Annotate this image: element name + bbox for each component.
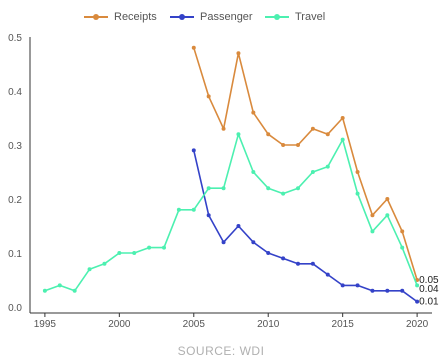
data-point-passenger	[191, 148, 196, 153]
data-point-travel	[132, 251, 137, 255]
data-point-travel	[87, 267, 92, 272]
y-tick-label: 0.2	[8, 195, 22, 206]
data-point-passenger	[310, 261, 315, 266]
data-point-receipts	[236, 51, 241, 56]
data-point-receipts	[400, 229, 405, 234]
y-tick-label: 0.3	[8, 141, 22, 152]
data-point-receipts	[206, 94, 211, 99]
legend-swatch-passenger	[170, 14, 194, 20]
data-point-travel	[42, 288, 47, 293]
data-point-receipts	[310, 126, 315, 131]
end-label-passenger: 0.01	[419, 297, 439, 308]
data-point-passenger	[206, 213, 211, 218]
series-line-travel	[44, 133, 418, 292]
data-point-passenger	[266, 251, 271, 255]
legend: Receipts Passenger Travel	[0, 6, 442, 28]
data-point-travel	[251, 170, 256, 174]
legend-label-travel: Travel	[295, 11, 326, 23]
data-point-receipts	[251, 110, 256, 115]
data-point-passenger	[385, 288, 390, 293]
data-point-receipts	[355, 170, 360, 174]
data-point-travel	[370, 229, 375, 234]
data-point-travel	[221, 186, 226, 191]
data-point-receipts	[191, 45, 196, 50]
data-point-receipts	[221, 126, 226, 131]
y-tick-label: 0.1	[8, 249, 22, 260]
x-tick-label: 2010	[257, 319, 280, 330]
data-point-passenger	[251, 240, 256, 245]
data-point-travel	[415, 283, 420, 288]
data-point-passenger	[296, 261, 300, 266]
legend-swatch-travel	[265, 14, 289, 20]
series-line-passenger	[193, 150, 418, 303]
legend-swatch-receipts	[84, 14, 108, 20]
data-point-travel	[117, 251, 122, 255]
x-tick-label: 2020	[406, 319, 429, 330]
data-point-travel	[266, 186, 271, 191]
data-point-passenger	[221, 240, 226, 245]
data-point-travel	[72, 288, 77, 293]
data-point-travel	[340, 137, 345, 142]
data-point-passenger	[355, 283, 360, 288]
data-point-receipts	[370, 213, 375, 218]
data-point-travel	[102, 261, 107, 266]
legend-label-receipts: Receipts	[114, 11, 157, 23]
x-tick-label: 2000	[108, 319, 131, 330]
legend-item-passenger[interactable]: Passenger	[170, 6, 253, 28]
data-point-passenger	[340, 283, 345, 288]
line-chart: 0.0 0.1 0.2 0.3 0.4 0.5 1995 2000 2005 2010 2015 20…	[8, 33, 439, 330]
data-point-travel	[400, 245, 405, 250]
x-tick-label: 2015	[332, 319, 355, 330]
data-point-travel	[191, 207, 196, 212]
y-tick-label: 0.4	[8, 87, 22, 98]
series-line-receipts	[193, 47, 418, 281]
data-point-travel	[296, 186, 300, 191]
data-point-travel	[281, 191, 286, 196]
legend-label-passenger: Passenger	[200, 11, 253, 23]
data-point-passenger	[281, 256, 286, 261]
x-tick-label: 1995	[34, 319, 57, 330]
y-tick-label: 0.5	[8, 33, 22, 44]
data-point-travel	[385, 213, 390, 218]
data-point-receipts	[385, 197, 390, 201]
data-point-passenger	[415, 299, 420, 304]
data-point-travel	[206, 186, 211, 191]
source-note: SOURCE: WDI	[177, 344, 265, 358]
data-point-travel	[325, 164, 330, 169]
legend-item-travel[interactable]: Travel	[265, 6, 325, 28]
data-point-receipts	[281, 143, 286, 147]
data-point-passenger	[236, 224, 241, 228]
data-point-receipts	[266, 132, 271, 137]
data-point-travel	[236, 132, 241, 137]
data-point-travel	[310, 170, 315, 174]
end-label-travel: 0.04	[419, 284, 439, 295]
x-tick-label: 2005	[183, 319, 206, 330]
end-label-receipts: 0.05	[419, 275, 439, 286]
data-point-receipts	[296, 143, 300, 147]
legend-item-receipts[interactable]: Receipts	[84, 6, 157, 28]
data-point-travel	[147, 245, 152, 250]
data-point-travel	[57, 283, 62, 288]
data-point-passenger	[325, 272, 330, 277]
data-point-passenger	[370, 288, 375, 293]
y-tick-label: 0.0	[8, 303, 22, 314]
data-point-travel	[176, 207, 181, 212]
data-point-receipts	[325, 132, 330, 137]
data-point-travel	[355, 191, 360, 196]
data-point-travel	[162, 245, 166, 250]
data-point-receipts	[340, 116, 345, 120]
data-point-passenger	[400, 288, 405, 293]
